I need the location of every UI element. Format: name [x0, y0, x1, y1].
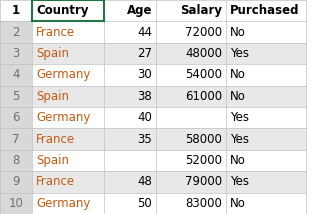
Bar	[104, 64, 156, 86]
Bar	[156, 193, 226, 214]
Bar	[226, 21, 306, 43]
Text: Spain: Spain	[36, 154, 69, 167]
Text: 10: 10	[9, 197, 23, 210]
Text: Yes: Yes	[230, 47, 249, 60]
Bar	[226, 128, 306, 150]
Bar	[32, 21, 104, 43]
Text: 38: 38	[137, 90, 152, 103]
Text: Spain: Spain	[36, 47, 69, 60]
Bar	[226, 43, 306, 64]
Bar	[0, 86, 32, 107]
Text: No: No	[230, 154, 246, 167]
Bar	[156, 150, 226, 171]
Text: France: France	[36, 133, 75, 146]
Text: France: France	[36, 175, 75, 188]
Bar	[32, 193, 104, 214]
Bar	[32, 86, 104, 107]
Text: Salary: Salary	[180, 4, 222, 17]
Text: Spain: Spain	[36, 90, 69, 103]
Bar	[104, 171, 156, 193]
Bar	[156, 64, 226, 86]
Bar	[0, 64, 32, 86]
Text: 2: 2	[12, 26, 20, 39]
Text: 72000: 72000	[185, 26, 222, 39]
Bar	[104, 86, 156, 107]
Text: 9: 9	[12, 175, 20, 188]
Text: 6: 6	[12, 111, 20, 124]
Text: 58000: 58000	[185, 133, 222, 146]
Text: Purchased: Purchased	[230, 4, 300, 17]
Text: 61000: 61000	[185, 90, 222, 103]
Text: 5: 5	[12, 90, 20, 103]
Bar	[226, 86, 306, 107]
Bar	[226, 107, 306, 128]
Bar	[156, 86, 226, 107]
Text: 48: 48	[137, 175, 152, 188]
Text: Age: Age	[126, 4, 152, 17]
Bar	[156, 21, 226, 43]
Bar	[0, 107, 32, 128]
Text: 7: 7	[12, 133, 20, 146]
Bar	[104, 128, 156, 150]
Bar	[32, 128, 104, 150]
Bar	[32, 150, 104, 171]
Text: 4: 4	[12, 68, 20, 81]
Text: Germany: Germany	[36, 111, 90, 124]
Bar	[156, 43, 226, 64]
Bar	[156, 0, 226, 21]
Text: 40: 40	[137, 111, 152, 124]
Bar	[226, 171, 306, 193]
Bar	[0, 21, 32, 43]
Text: 27: 27	[137, 47, 152, 60]
Bar	[156, 171, 226, 193]
Text: 48000: 48000	[185, 47, 222, 60]
Text: 35: 35	[137, 133, 152, 146]
Bar	[104, 21, 156, 43]
Text: No: No	[230, 68, 246, 81]
Bar	[226, 193, 306, 214]
Text: 83000: 83000	[185, 197, 222, 210]
Bar	[156, 107, 226, 128]
Bar	[104, 107, 156, 128]
Bar	[226, 150, 306, 171]
Bar	[226, 0, 306, 21]
Bar	[0, 193, 32, 214]
Text: 3: 3	[12, 47, 20, 60]
Bar	[32, 0, 104, 21]
Text: 44: 44	[137, 26, 152, 39]
Bar	[32, 171, 104, 193]
Bar	[104, 0, 156, 21]
Bar	[32, 107, 104, 128]
Text: 8: 8	[12, 154, 20, 167]
Text: No: No	[230, 197, 246, 210]
Bar	[104, 193, 156, 214]
Text: Yes: Yes	[230, 175, 249, 188]
Text: 79000: 79000	[185, 175, 222, 188]
Text: 50: 50	[137, 197, 152, 210]
Bar	[0, 128, 32, 150]
Bar	[156, 128, 226, 150]
Bar	[0, 171, 32, 193]
Text: France: France	[36, 26, 75, 39]
Text: No: No	[230, 90, 246, 103]
Text: 1: 1	[12, 4, 20, 17]
Text: 54000: 54000	[185, 68, 222, 81]
Bar	[104, 150, 156, 171]
Text: Germany: Germany	[36, 197, 90, 210]
Text: Country: Country	[36, 4, 89, 17]
Bar	[226, 64, 306, 86]
Text: No: No	[230, 26, 246, 39]
Bar	[0, 43, 32, 64]
Bar	[32, 64, 104, 86]
Bar	[0, 150, 32, 171]
Text: 52000: 52000	[185, 154, 222, 167]
Bar	[0, 0, 32, 21]
Bar	[32, 43, 104, 64]
Text: 30: 30	[137, 68, 152, 81]
Text: Germany: Germany	[36, 68, 90, 81]
Text: Yes: Yes	[230, 133, 249, 146]
Bar	[104, 43, 156, 64]
Text: Yes: Yes	[230, 111, 249, 124]
